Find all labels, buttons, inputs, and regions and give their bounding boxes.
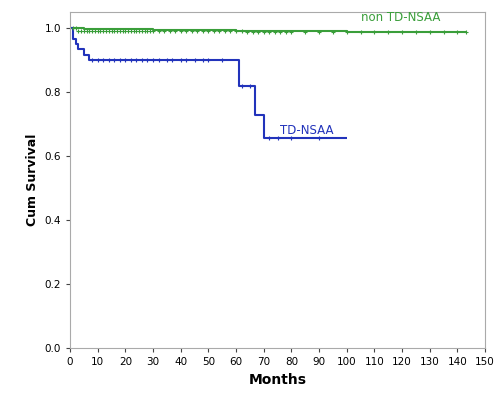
Text: non TD-NSAA: non TD-NSAA bbox=[360, 11, 440, 24]
Y-axis label: Cum Survival: Cum Survival bbox=[26, 134, 39, 226]
X-axis label: Months: Months bbox=[248, 372, 306, 386]
Text: TD-NSAA: TD-NSAA bbox=[280, 124, 334, 137]
